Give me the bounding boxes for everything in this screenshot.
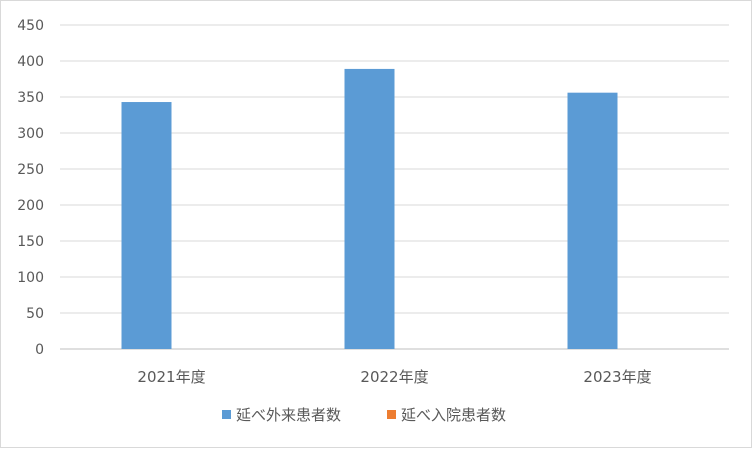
bar — [121, 102, 172, 349]
y-tick-label: 250 — [17, 162, 44, 178]
legend-swatch — [222, 410, 231, 419]
bar — [344, 68, 395, 350]
legend-label: 延べ外来患者数 — [236, 406, 341, 424]
bars — [121, 68, 618, 350]
x-tick-label: 2021年度 — [137, 368, 205, 386]
bar — [567, 92, 618, 350]
y-tick-label: 400 — [17, 54, 44, 70]
y-tick-label: 100 — [17, 270, 44, 286]
x-tick-label: 2022年度 — [360, 368, 428, 386]
y-tick-label: 350 — [17, 90, 44, 106]
y-tick-label: 150 — [17, 234, 44, 250]
legend: 延べ外来患者数 延べ入院患者数 — [222, 406, 506, 424]
x-tick-label: 2023年度 — [583, 368, 651, 386]
y-tick-label: 50 — [26, 306, 44, 322]
y-axis-ticks: 0 50 100 150 200 250 300 350 400 450 — [17, 18, 44, 358]
y-tick-label: 300 — [17, 126, 44, 142]
legend-label: 延べ入院患者数 — [401, 406, 506, 424]
y-tick-label: 450 — [17, 18, 44, 34]
x-axis-ticks: 2021年度 2022年度 2023年度 — [137, 368, 651, 386]
legend-swatch — [387, 410, 396, 419]
y-tick-label: 200 — [17, 198, 44, 214]
y-tick-label: 0 — [35, 342, 44, 358]
